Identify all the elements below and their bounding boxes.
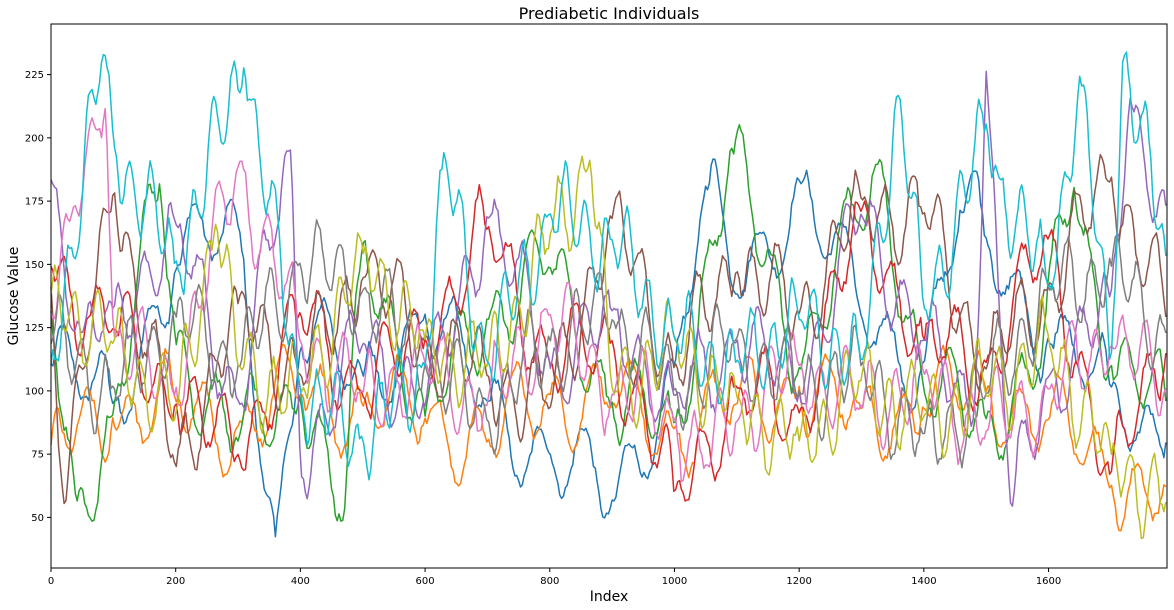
x-tick-label: 1600 [1036,576,1061,587]
series-line-1 [50,158,1167,538]
chart-title: Prediabetic Individuals [519,4,700,23]
x-tick-label: 1000 [662,576,687,587]
x-tick-label: 0 [48,576,54,587]
x-tick-label: 1400 [911,576,936,587]
x-axis-label: Index [590,589,629,605]
y-tick-label: 125 [25,323,44,334]
y-tick-label: 175 [25,197,44,208]
plot-frame [50,23,1168,569]
x-axis-ticks: 0 200 400 600 800 1000 1200 1400 1600 [48,568,1061,587]
x-tick-label: 800 [540,576,559,587]
y-tick-label: 225 [25,70,44,81]
y-tick-label: 200 [25,133,44,144]
y-tick-label: 100 [25,386,44,397]
series-line-7 [50,107,1167,483]
plot-lines [50,51,1167,540]
x-tick-label: 200 [166,576,185,587]
series-line-5 [50,70,1167,507]
x-tick-label: 400 [291,576,310,587]
y-tick-label: 50 [31,513,44,524]
y-tick-label: 75 [31,450,44,461]
series-line-9 [50,155,1167,540]
x-tick-label: 600 [416,576,435,587]
x-tick-label: 1200 [786,576,811,587]
y-axis-ticks: 50 75 100 125 150 175 200 225 [25,70,51,524]
y-tick-label: 150 [25,260,44,271]
series-line-10 [50,51,1167,481]
series-line-3 [50,124,1167,522]
y-axis-label: Glucose Value [6,247,22,346]
